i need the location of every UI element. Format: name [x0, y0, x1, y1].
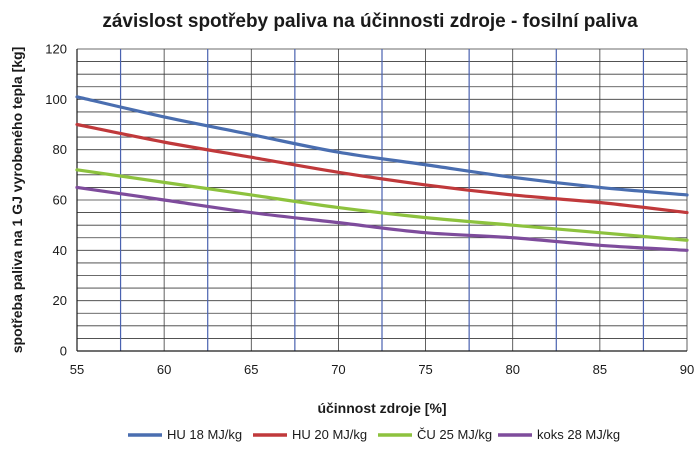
x-tick-label: 90 [680, 362, 694, 377]
y-tick-label: 80 [53, 142, 67, 157]
legend-label: HU 20 MJ/kg [292, 427, 367, 442]
chart-title: závislost spotřeby paliva na účinnosti z… [102, 11, 638, 32]
y-tick-label: 40 [53, 243, 67, 258]
series-lines [75, 95, 689, 252]
series-line-2 [75, 168, 689, 242]
grid [77, 48, 688, 351]
x-tick-label: 65 [244, 362, 258, 377]
series-line-0 [75, 95, 689, 197]
series-line-3 [75, 185, 689, 252]
x-tick-label: 80 [505, 362, 519, 377]
y-tick-label: 120 [45, 42, 67, 57]
series-line-1 [75, 122, 689, 215]
y-axis-label: spotřeba paliva na 1 GJ vyrobeného tepla… [9, 47, 25, 354]
legend-label: HU 18 MJ/kg [167, 427, 242, 442]
x-tick-label: 85 [593, 362, 607, 377]
x-tick-label: 70 [331, 362, 345, 377]
legend-label: ČU 25 MJ/kg [417, 427, 492, 442]
legend: HU 18 MJ/kg HU 20 MJ/kg ČU 25 MJ/kg koks 28… [128, 427, 620, 442]
x-axis-label: účinnost zdroje [%] [317, 400, 446, 416]
y-tick-label: 0 [60, 344, 67, 359]
x-tick-label: 60 [157, 362, 171, 377]
x-tick-label: 55 [70, 362, 84, 377]
y-tick-label: 100 [45, 92, 67, 107]
x-tick-label: 75 [418, 362, 432, 377]
y-tick-label: 20 [53, 293, 67, 308]
y-tick-label: 60 [53, 193, 67, 208]
legend-label: koks 28 MJ/kg [537, 427, 620, 442]
axes: 0 20 40 60 80 100 120 55 60 65 70 75 80 85 90 [45, 42, 694, 378]
